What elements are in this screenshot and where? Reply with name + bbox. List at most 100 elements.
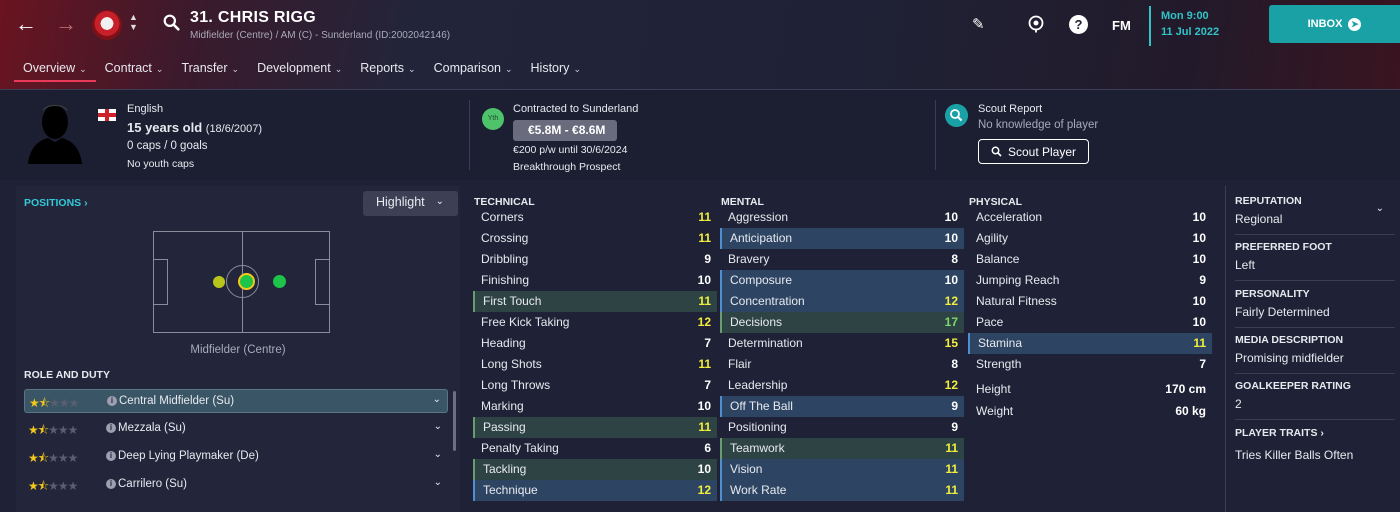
pencil-icon[interactable]: ✎ xyxy=(972,16,985,33)
attribute-name: Flair xyxy=(728,357,752,371)
position-dot-mc[interactable] xyxy=(238,273,255,290)
scrollbar[interactable] xyxy=(453,391,456,451)
positions-link[interactable]: POSITIONS › xyxy=(24,197,88,209)
player-traits-section: PLAYER TRAITS › Tries Killer Balls Often xyxy=(1235,427,1395,462)
chevron-down-icon[interactable]: ⌄ xyxy=(1375,203,1384,214)
attribute-row[interactable]: Composure 10 xyxy=(720,270,964,291)
attribute-row[interactable]: Vision 11 xyxy=(720,459,964,480)
chevron-down-icon[interactable]: ⌄ xyxy=(433,449,442,460)
chevron-down-icon[interactable]: ⌄ xyxy=(433,421,442,432)
info-icon[interactable]: i xyxy=(106,451,116,461)
contract-club[interactable]: Contracted to Sunderland xyxy=(513,103,639,115)
attribute-row[interactable]: Work Rate 11 xyxy=(720,480,964,501)
tab-development[interactable]: Development ⌄ xyxy=(257,61,343,75)
role-name: Central Midfielder (Su) xyxy=(119,395,235,407)
attribute-row[interactable]: Dribbling 9 xyxy=(473,249,717,270)
attribute-row[interactable]: Agility 10 xyxy=(968,228,1212,249)
attribute-value: 10 xyxy=(697,273,711,287)
attribute-value: 11 xyxy=(698,357,711,371)
mental-attributes: MENTAL Aggression 10 Anticipation 10 Bravery… xyxy=(720,186,964,501)
forward-arrow-icon[interactable]: → xyxy=(55,11,77,36)
role-name: Mezzala (Su) xyxy=(118,422,186,434)
tab-contract[interactable]: Contract ⌄ xyxy=(104,61,164,75)
arrow-right-circle-icon: ➤ xyxy=(1348,17,1362,31)
tab-history[interactable]: History ⌄ xyxy=(530,61,581,75)
chevron-down-icon[interactable]: ⌄ xyxy=(433,477,442,488)
attribute-row[interactable]: Bravery 8 xyxy=(720,249,964,270)
tab-transfer[interactable]: Transfer ⌄ xyxy=(181,61,240,75)
attribute-row[interactable]: Heading 7 xyxy=(473,333,717,354)
attribute-value: 11 xyxy=(698,420,711,434)
game-date[interactable]: Mon 9:00 11 Jul 2022 xyxy=(1149,6,1259,46)
attribute-row[interactable]: Jumping Reach 9 xyxy=(968,270,1212,291)
attribute-row[interactable]: Stamina 11 xyxy=(968,333,1212,354)
attribute-row[interactable]: Passing 11 xyxy=(473,417,717,438)
attribute-row[interactable]: Tackling 10 xyxy=(473,459,717,480)
star-icon: ★ xyxy=(67,451,79,465)
media-description-section: MEDIA DESCRIPTION Promising midfielder xyxy=(1235,334,1344,365)
highlight-dropdown[interactable]: Highlight ⌄ xyxy=(363,191,458,216)
attribute-row[interactable]: First Touch 11 xyxy=(473,291,717,312)
attribute-row[interactable]: Positioning 9 xyxy=(720,417,964,438)
attribute-row[interactable]: Balance 10 xyxy=(968,249,1212,270)
star-icon: ★ xyxy=(48,479,59,493)
info-icon[interactable]: i xyxy=(106,479,116,489)
attribute-name: Determination xyxy=(728,336,803,350)
attribute-row[interactable]: Leadership 12 xyxy=(720,375,964,396)
role-row[interactable]: ★⯪★★★ i Deep Lying Playmaker (De) ⌄ xyxy=(24,445,448,469)
attribute-name: Agility xyxy=(976,231,1009,245)
position-dot-dm[interactable] xyxy=(213,276,225,288)
attribute-row[interactable]: Marking 10 xyxy=(473,396,717,417)
inbox-button[interactable]: INBOX ➤ xyxy=(1269,5,1400,43)
attribute-value: 11 xyxy=(698,294,711,308)
attribute-name: Concentration xyxy=(730,294,805,308)
attribute-row[interactable]: Decisions 17 xyxy=(720,312,964,333)
attribute-row[interactable]: Strength 7 xyxy=(968,354,1212,375)
attribute-name: Balance xyxy=(976,252,1020,266)
fm-logo[interactable]: FM xyxy=(1112,18,1131,33)
attribute-row[interactable]: Off The Ball 9 xyxy=(720,396,964,417)
attribute-row[interactable]: Free Kick Taking 12 xyxy=(473,312,717,333)
personality-section: PERSONALITY Fairly Determined xyxy=(1235,288,1330,319)
role-row[interactable]: ★⯪★★★ i Carrilero (Su) ⌄ xyxy=(24,473,448,497)
attribute-row[interactable]: Flair 8 xyxy=(720,354,964,375)
chevron-down-icon[interactable]: ⌄ xyxy=(432,394,441,405)
info-icon[interactable]: i xyxy=(106,423,116,433)
back-arrow-icon[interactable]: ← xyxy=(15,11,37,36)
attribute-row[interactable]: Acceleration 10 xyxy=(968,207,1212,228)
attribute-row[interactable]: Anticipation 10 xyxy=(720,228,964,249)
attribute-row[interactable]: Aggression 10 xyxy=(720,207,964,228)
chevron-down-icon: ⌄ xyxy=(504,64,513,74)
pitch-diagram xyxy=(153,231,330,333)
attribute-row[interactable]: Crossing 11 xyxy=(473,228,717,249)
player-traits-link[interactable]: PLAYER TRAITS › xyxy=(1235,427,1324,439)
star-icon: ★ xyxy=(28,479,39,493)
club-crest-icon[interactable] xyxy=(92,10,122,40)
scout-player-button[interactable]: Scout Player xyxy=(978,139,1089,164)
attribute-row[interactable]: Finishing 10 xyxy=(473,270,717,291)
attribute-row[interactable]: Long Shots 11 xyxy=(473,354,717,375)
info-icon[interactable]: i xyxy=(107,396,117,406)
attribute-row[interactable]: Concentration 12 xyxy=(720,291,964,312)
attribute-row[interactable]: Penalty Taking 6 xyxy=(473,438,717,459)
role-row[interactable]: ★⯪★★★ i Mezzala (Su) ⌄ xyxy=(24,417,448,441)
help-icon[interactable]: ? xyxy=(1069,15,1088,34)
attribute-row[interactable]: Teamwork 11 xyxy=(720,438,964,459)
tab-reports[interactable]: Reports ⌄ xyxy=(360,61,416,75)
chevron-updown-icon[interactable]: ▲ ▼ xyxy=(129,12,138,32)
globe-icon[interactable] xyxy=(1028,15,1044,33)
attribute-row[interactable]: Corners 11 xyxy=(473,207,717,228)
tab-overview[interactable]: Overview ⌄ xyxy=(14,58,96,86)
attribute-row[interactable]: Technique 12 xyxy=(473,480,717,501)
youth-badge-icon: Yth xyxy=(482,108,504,130)
attribute-value: 17 xyxy=(944,315,958,329)
attribute-row[interactable]: Pace 10 xyxy=(968,312,1212,333)
attribute-row[interactable]: Determination 15 xyxy=(720,333,964,354)
attribute-row[interactable]: Long Throws 7 xyxy=(473,375,717,396)
tab-comparison[interactable]: Comparison ⌄ xyxy=(433,61,513,75)
attribute-name: Aggression xyxy=(728,210,789,224)
attribute-row[interactable]: Natural Fitness 10 xyxy=(968,291,1212,312)
position-dot-amc[interactable] xyxy=(273,275,286,288)
search-icon[interactable] xyxy=(163,14,180,31)
role-row[interactable]: ★⯪★★★ i Central Midfielder (Su) ⌄ xyxy=(24,389,448,413)
